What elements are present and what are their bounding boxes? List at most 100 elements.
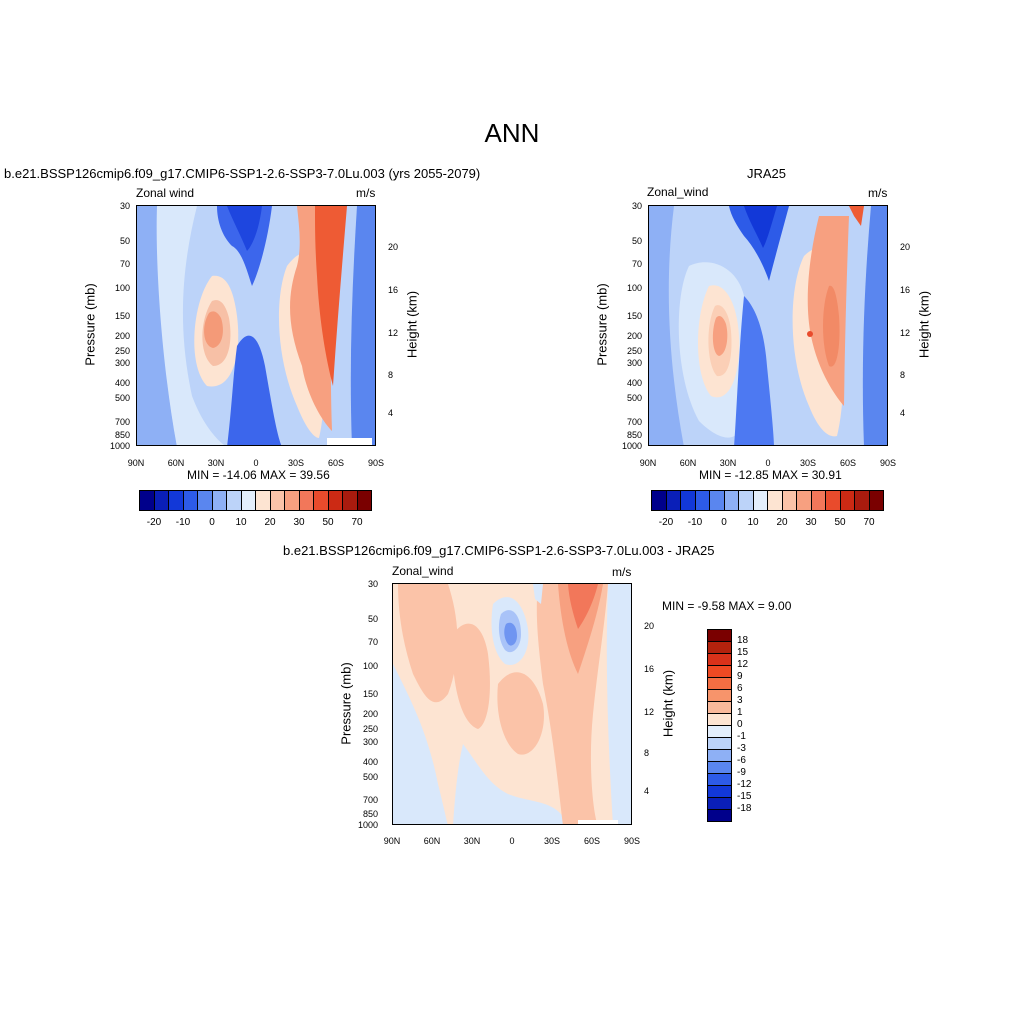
colorbar-swatch (710, 491, 725, 510)
colorbar-swatch (708, 678, 731, 690)
panel-3-pressure-tick: 30 (367, 579, 378, 589)
panel-2-height-tick: 8 (900, 370, 906, 380)
panel-1-pressure-tick: 150 (114, 311, 130, 321)
colorbar-2-label: 0 (721, 517, 727, 528)
colorbar-swatch (708, 654, 731, 666)
panel-2-pressure-tick: 50 (631, 236, 642, 246)
colorbar-swatch (708, 810, 731, 821)
panel-3-neg-band-s (606, 584, 631, 824)
colorbar-2 (651, 490, 884, 511)
panel-3-plot (392, 583, 632, 825)
colorbar-3 (707, 629, 732, 822)
colorbar-1-label: -10 (175, 517, 191, 528)
colorbar-swatch (708, 726, 731, 738)
colorbar-swatch (314, 491, 329, 510)
panel-3-lat-tick: 60N (423, 836, 441, 846)
panel-1-height-tick: 20 (388, 242, 399, 252)
panel-3-pos-patch-n1 (398, 584, 458, 703)
panel-3-height-tick: 8 (644, 748, 650, 758)
colorbar-swatch (855, 491, 870, 510)
panel-1-pressure-tick: 1000 (110, 441, 131, 451)
panel-3-title: b.e21.BSSP126cmip6.f09_g17.CMIP6-SSP1-2.… (283, 543, 715, 558)
colorbar-swatch (768, 491, 783, 510)
panel-3-units: m/s (612, 565, 632, 579)
panel-1-height-label: Height (km) (404, 290, 420, 359)
colorbar-swatch (357, 491, 371, 510)
panel-3-pos-patch-n2 (453, 623, 490, 729)
panel-2-lat-tick: 60S (839, 458, 856, 468)
panel-2-easterly-core (744, 206, 777, 248)
panel-3-pressure-tick: 200 (362, 709, 378, 719)
panel-1-height-tick: 12 (388, 328, 399, 338)
colorbar-swatch (797, 491, 812, 510)
panel-1-stats: MIN = -14.06 MAX = 39.56 (187, 468, 330, 482)
colorbar-swatch (241, 491, 256, 510)
colorbar-swatch (285, 491, 300, 510)
panel-3-pressure-tick: 500 (362, 772, 378, 782)
panel-1-pressure-tick: 850 (114, 430, 130, 440)
colorbar-3-label: 18 (737, 635, 749, 646)
panel-2-pressure-tick: 250 (626, 346, 642, 356)
panel-2-pressure-tick: 500 (626, 393, 642, 403)
colorbar-swatch (708, 762, 731, 774)
colorbar-swatch (183, 491, 198, 510)
panel-1-lat-tick: 0 (253, 458, 259, 468)
colorbar-1-label: 50 (322, 517, 334, 528)
colorbar-swatch (708, 774, 731, 786)
colorbar-swatch (154, 491, 169, 510)
panel-3-pos-patch-eq (497, 672, 544, 755)
panel-1-pressure-label: Pressure (mb) (82, 283, 98, 366)
panel-3-contour (393, 584, 631, 824)
panel-3-pressure-label: Pressure (mb) (338, 662, 354, 745)
colorbar-swatch (811, 491, 826, 510)
panel-3-pressure-tick: 700 (362, 795, 378, 805)
colorbar-swatch (708, 702, 731, 714)
panel-2-pressure-tick: 30 (631, 201, 642, 211)
panel-2-height-tick: 12 (900, 328, 911, 338)
panel-2-pressure-tick: 70 (631, 259, 642, 269)
panel-1-lat-tick: 60N (167, 458, 185, 468)
panel-3-neg-core-eq (504, 622, 517, 646)
colorbar-swatch (708, 630, 731, 642)
colorbar-3-label: 3 (737, 695, 743, 706)
colorbar-3-label: -15 (737, 791, 752, 802)
colorbar-swatch (343, 491, 358, 510)
panel-3-pos-band-s (536, 584, 608, 824)
colorbar-3-label: 15 (737, 647, 749, 658)
panel-3-lat-tick: 30N (463, 836, 481, 846)
panel-2-height-label: Height (km) (916, 290, 932, 359)
panel-1-jet-s-core (315, 206, 347, 386)
colorbar-2-label: 70 (863, 517, 875, 528)
colorbar-3-label: -6 (737, 755, 746, 766)
colorbar-3-label: -1 (737, 731, 746, 742)
panel-1-pressure-tick: 500 (114, 393, 130, 403)
panel-2-title: JRA25 (747, 166, 787, 181)
panel-1-lat-tick: 90N (127, 458, 145, 468)
panel-3-height-tick: 20 (644, 621, 655, 631)
panel-3-neg-band-n (393, 664, 448, 824)
panel-3-terrain-mask (578, 820, 618, 824)
colorbar-2-label: -10 (687, 517, 703, 528)
panel-1-pressure-tick: 300 (114, 358, 130, 368)
panel-2-lat-tick: 90N (639, 458, 657, 468)
colorbar-1-label: -20 (146, 517, 162, 528)
panel-1-pressure-tick: 30 (119, 201, 130, 211)
panel-2-pressure-tick: 150 (626, 311, 642, 321)
panel-2-height-tick: 16 (900, 285, 911, 295)
panel-3-lat-tick: 90S (623, 836, 640, 846)
colorbar-2-label: 30 (805, 517, 817, 528)
panel-1-plot (136, 205, 376, 446)
colorbar-swatch (782, 491, 797, 510)
panel-1-surface-easterly (227, 335, 282, 445)
panel-2-pressure-tick: 850 (626, 430, 642, 440)
panel-1-lat-tick: 90S (367, 458, 384, 468)
panel-2-pressure-label: Pressure (mb) (594, 283, 610, 366)
panel-1-easterly-core (227, 206, 262, 251)
panel-1-height-tick: 16 (388, 285, 399, 295)
panel-2-pressure-tick: 400 (626, 378, 642, 388)
colorbar-3-label: 0 (737, 719, 743, 730)
panel-2-pressure-tick: 100 (626, 283, 642, 293)
panel-1-contour (137, 206, 375, 445)
colorbar-swatch (140, 491, 155, 510)
colorbar-swatch (708, 786, 731, 798)
